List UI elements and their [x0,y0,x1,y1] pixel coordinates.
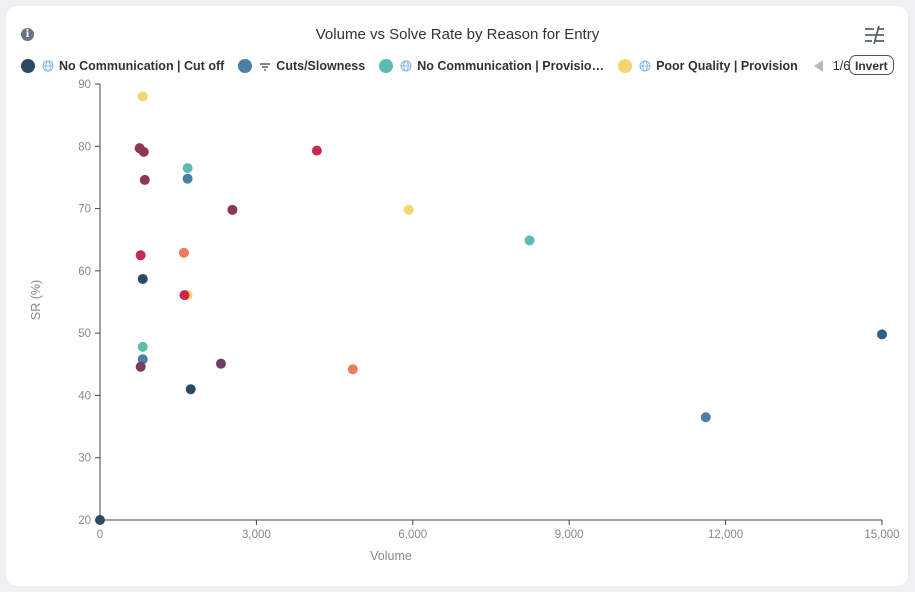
x-tick-label: 6,000 [398,529,427,541]
x-tick-label: 9,000 [555,529,584,541]
data-point [877,329,887,340]
data-point [137,91,148,102]
data-point [182,163,193,174]
legend-marker [618,59,633,73]
y-axis-title: SR (%) [29,280,43,320]
data-point [178,247,189,258]
legend-label: Poor Quality | Provision [656,59,798,73]
filter-menu-icon[interactable] [864,26,885,44]
data-point [135,250,146,261]
y-tick-label: 80 [78,141,91,153]
chart-title: Volume vs Solve Rate by Reason for Entry [315,26,600,43]
legend-label: No Communication | Provisio… [417,59,605,73]
x-tick-label: 15,000 [864,529,899,541]
data-point [137,341,148,352]
data-point [135,361,146,372]
globe-icon [400,60,412,72]
data-point [227,204,238,215]
legend-item-2[interactable]: No Communication | Provisio… [379,59,604,73]
data-point [700,412,711,423]
legend-page-indicator: 1/6 [832,59,851,73]
legend-label: No Communication | Cut off [59,59,225,73]
data-point [179,290,190,301]
legend-item-0[interactable]: No Communication | Cut off [21,59,224,73]
invert-button[interactable]: Invert [849,55,894,75]
info-icon[interactable]: i [21,28,34,41]
data-point [137,273,148,284]
legend-item-1[interactable]: Cuts/Slowness [238,59,365,73]
wifi-icon [260,63,271,71]
data-point [139,174,150,185]
chart-legend: No Communication | Cut off Cuts/Slowness… [21,56,870,76]
data-point [95,515,105,525]
data-point [347,364,358,375]
data-point [311,145,322,156]
x-tick-label: 3,000 [242,529,271,541]
legend-marker [379,59,394,73]
legend-marker [238,59,253,73]
data-point [138,146,149,157]
y-tick-label: 30 [78,453,91,465]
y-tick-label: 70 [78,204,91,216]
legend-marker [21,59,35,73]
y-tick-label: 40 [78,390,91,402]
x-axis-title: Volume [370,549,412,563]
legend-prev-page-icon[interactable] [813,60,823,72]
data-point [182,173,193,184]
x-tick-label: 0 [97,529,103,541]
data-point [185,384,196,395]
data-point [403,204,414,215]
legend-label: Cuts/Slowness [276,59,366,73]
data-point [215,358,226,369]
data-point [524,235,535,246]
y-tick-label: 60 [78,266,91,278]
chart-card [6,6,908,586]
y-tick-label: 20 [78,515,91,527]
y-tick-label: 50 [78,328,91,340]
globe-icon [639,60,651,72]
globe-icon [42,60,54,72]
legend-item-3[interactable]: Poor Quality | Provision [618,59,798,73]
x-tick-label: 12,000 [708,529,743,541]
y-tick-label: 90 [78,79,91,91]
